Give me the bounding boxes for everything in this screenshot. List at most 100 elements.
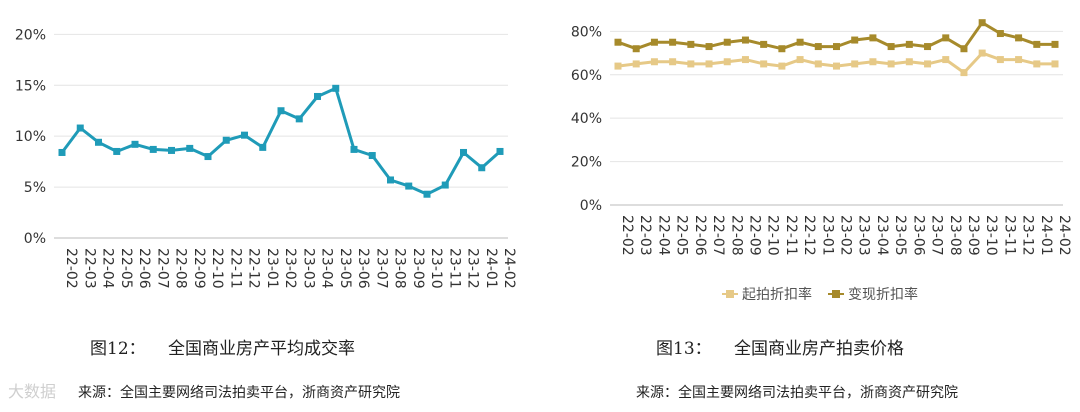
data-point — [669, 58, 677, 66]
legend-swatch-marker — [726, 290, 734, 298]
data-point — [1051, 40, 1059, 48]
x-tick-label: 23-01 — [264, 248, 280, 289]
data-point — [277, 107, 285, 115]
y-tick-label: 5% — [24, 180, 46, 196]
data-point — [405, 182, 413, 190]
x-tick-label: 22-10 — [765, 215, 781, 256]
x-tick-label: 23-09 — [410, 248, 426, 289]
y-tick-label: 20% — [571, 155, 602, 171]
data-point — [632, 60, 640, 68]
data-point — [632, 45, 640, 53]
x-tick-label: 23-05 — [337, 248, 353, 289]
x-tick-label: 23-11 — [1001, 215, 1017, 256]
data-point — [460, 148, 467, 156]
data-point — [314, 92, 321, 100]
x-tick-label: 22-11 — [227, 248, 243, 289]
y-tick-label: 60% — [571, 68, 602, 84]
x-tick-label: 23-04 — [874, 215, 890, 256]
data-point — [887, 60, 895, 68]
data-point — [259, 143, 267, 151]
x-tick-label: 23-07 — [929, 215, 945, 256]
x-tick-label: 22-05 — [118, 248, 134, 289]
x-tick-label: 22-10 — [209, 248, 225, 289]
data-point — [58, 148, 66, 156]
y-tick-label: 20% — [15, 27, 46, 43]
x-tick-label: 22-02 — [63, 248, 79, 289]
y-tick-label: 40% — [571, 111, 602, 127]
data-point — [350, 145, 358, 153]
x-tick-label: 22-08 — [728, 215, 744, 256]
x-tick-label: 23-03 — [856, 215, 872, 256]
data-point — [833, 43, 840, 51]
y-tick-label: 0% — [580, 198, 602, 214]
data-point — [1015, 34, 1023, 42]
data-point — [741, 36, 749, 44]
data-point — [905, 58, 913, 66]
data-point — [869, 58, 877, 66]
data-point — [423, 190, 431, 198]
x-tick-label: 22-12 — [246, 248, 262, 289]
legend-item: 起拍折扣率 — [722, 286, 812, 300]
x-tick-label: 23-01 — [819, 215, 835, 256]
data-point — [814, 43, 822, 51]
data-point — [723, 38, 731, 46]
x-tick-label: 22-07 — [710, 215, 726, 256]
data-point — [168, 146, 175, 154]
data-point — [76, 124, 84, 132]
data-point — [851, 60, 859, 68]
x-tick-label: 23-12 — [1020, 215, 1036, 256]
data-point — [741, 56, 749, 64]
watermark-text: 大数据 — [8, 382, 57, 401]
data-point — [960, 45, 968, 53]
x-tick-label: 22-04 — [655, 215, 671, 256]
x-tick-label: 22-11 — [783, 215, 799, 256]
data-point — [723, 58, 731, 66]
left-figure-title: 全国商业房产平均成交率 — [168, 339, 355, 359]
right-source-text: 来源：全国主要网络司法拍卖平台，浙商资产研究院 — [636, 385, 958, 401]
x-tick-label: 23-04 — [319, 248, 335, 289]
x-tick-label: 23-03 — [300, 248, 316, 289]
data-point — [978, 49, 986, 57]
x-tick-label: 22-04 — [100, 248, 116, 289]
x-tick-label: 23-02 — [838, 215, 854, 256]
data-point — [614, 38, 622, 46]
right-figure-label: 图13： — [656, 339, 712, 359]
data-point — [760, 40, 768, 48]
x-tick-label: 24-01 — [1038, 215, 1054, 256]
x-tick-label: 23-08 — [947, 215, 963, 256]
data-point — [687, 40, 695, 48]
data-point — [814, 60, 822, 68]
x-tick-label: 23-08 — [392, 248, 408, 289]
data-point — [1015, 56, 1023, 64]
x-tick-label: 23-10 — [428, 248, 444, 289]
data-point — [942, 56, 950, 64]
data-point — [669, 38, 677, 46]
left-line-chart: 0%5%10%15%20%22-02 22-03 22-04 22-05 22-06 22… — [15, 27, 517, 289]
data-point — [778, 62, 786, 70]
data-point — [1033, 40, 1041, 48]
data-point — [387, 176, 394, 184]
data-point — [650, 58, 658, 66]
data-point — [905, 40, 913, 48]
data-point — [1051, 60, 1059, 68]
x-tick-label: 23-02 — [282, 248, 298, 289]
data-point — [441, 181, 449, 189]
x-tick-label: 24-02 — [1056, 215, 1072, 256]
data-point — [796, 38, 804, 46]
data-point — [204, 153, 212, 161]
legend-item: 变现折扣率 — [828, 286, 918, 300]
data-point — [478, 164, 486, 172]
data-point — [851, 36, 859, 44]
y-tick-label: 0% — [24, 231, 46, 247]
data-point — [496, 147, 504, 155]
legend-label: 变现折扣率 — [848, 286, 918, 300]
x-tick-label: 22-03 — [81, 248, 97, 289]
x-tick-label: 22-12 — [801, 215, 817, 256]
legend-label: 起拍折扣率 — [742, 286, 812, 300]
data-point — [650, 38, 658, 46]
y-tick-label: 80% — [571, 24, 602, 40]
data-point — [131, 140, 139, 148]
x-tick-label: 22-03 — [637, 215, 653, 256]
data-point — [1033, 60, 1041, 68]
x-tick-label: 23-06 — [910, 215, 926, 256]
